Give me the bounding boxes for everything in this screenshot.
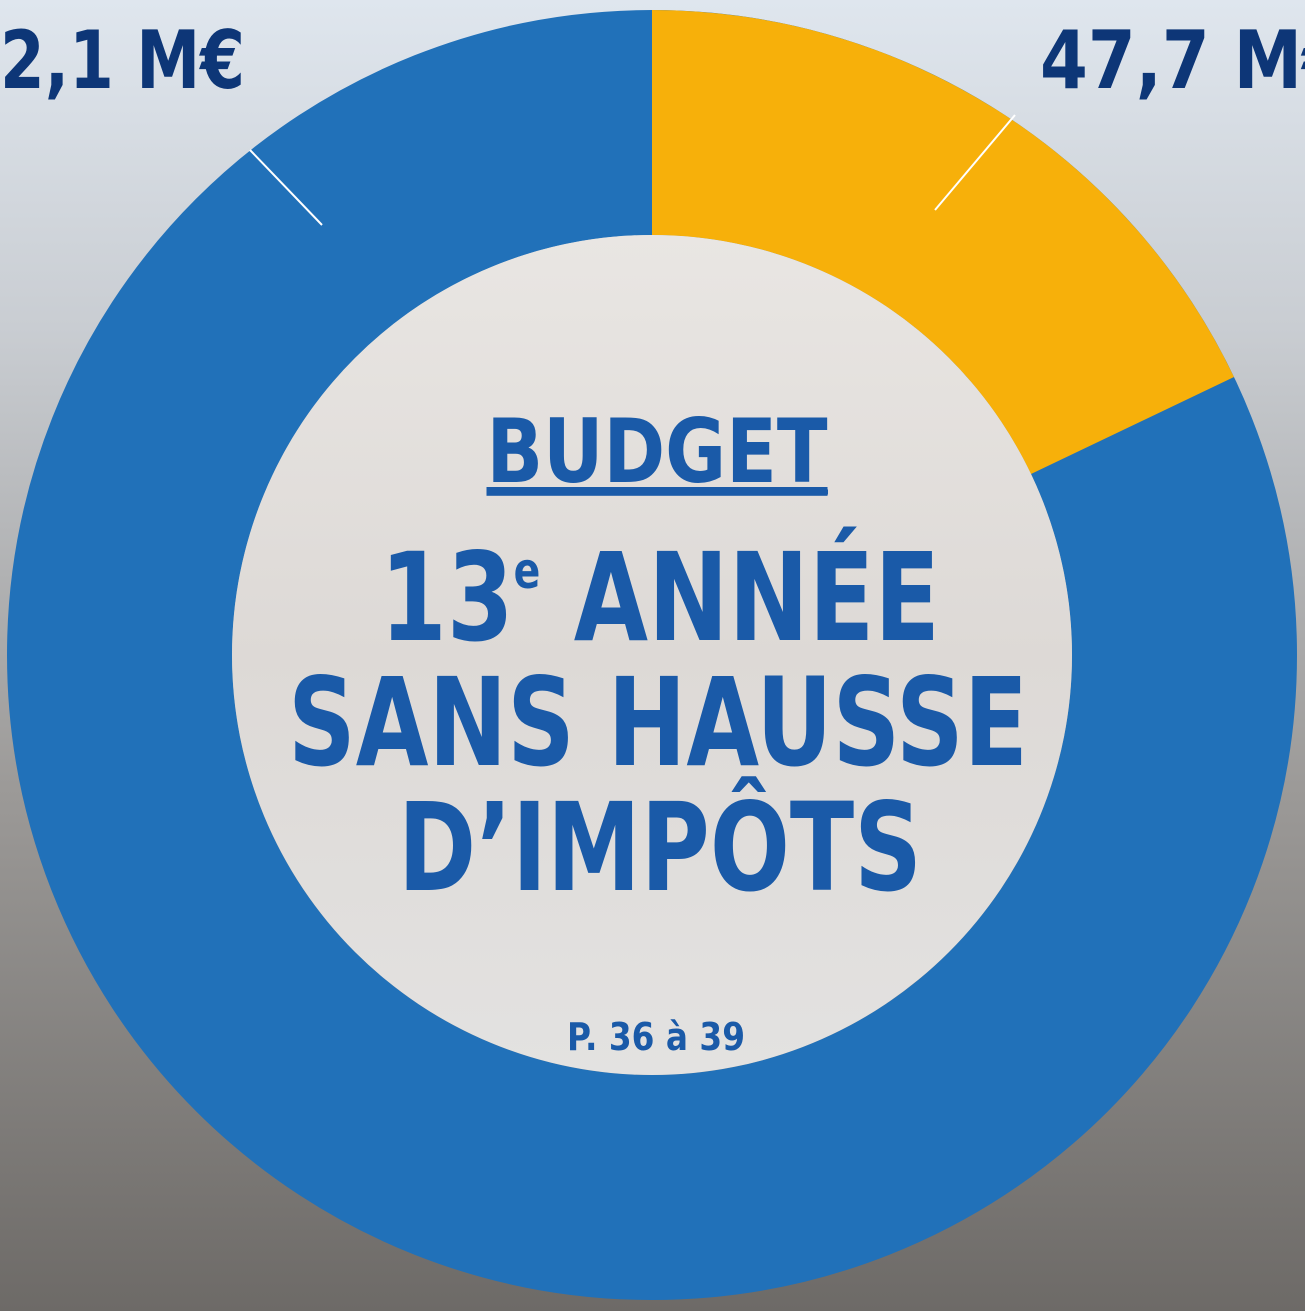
page: 2,1 M€ 47,7 M€ BUDGET 13e ANNÉE SANS HAU… (0, 0, 1305, 1311)
headline-line2: SANS HAUSSE (288, 652, 1028, 794)
right-label: 47,7 M€ (1040, 14, 1305, 107)
page-reference: P. 36 à 39 (567, 1015, 745, 1059)
kicker: BUDGET (487, 400, 828, 503)
headline-rest: ANNÉE (540, 527, 940, 669)
headline-number: 13 (380, 527, 514, 669)
left-label: 2,1 M€ (0, 14, 245, 107)
cover: 2,1 M€ 47,7 M€ BUDGET 13e ANNÉE SANS HAU… (0, 0, 1305, 1311)
headline-line3: D’IMPÔTS (398, 777, 922, 919)
headline-line1: 13e ANNÉE (380, 527, 940, 669)
headline-superscript: e (514, 542, 541, 600)
